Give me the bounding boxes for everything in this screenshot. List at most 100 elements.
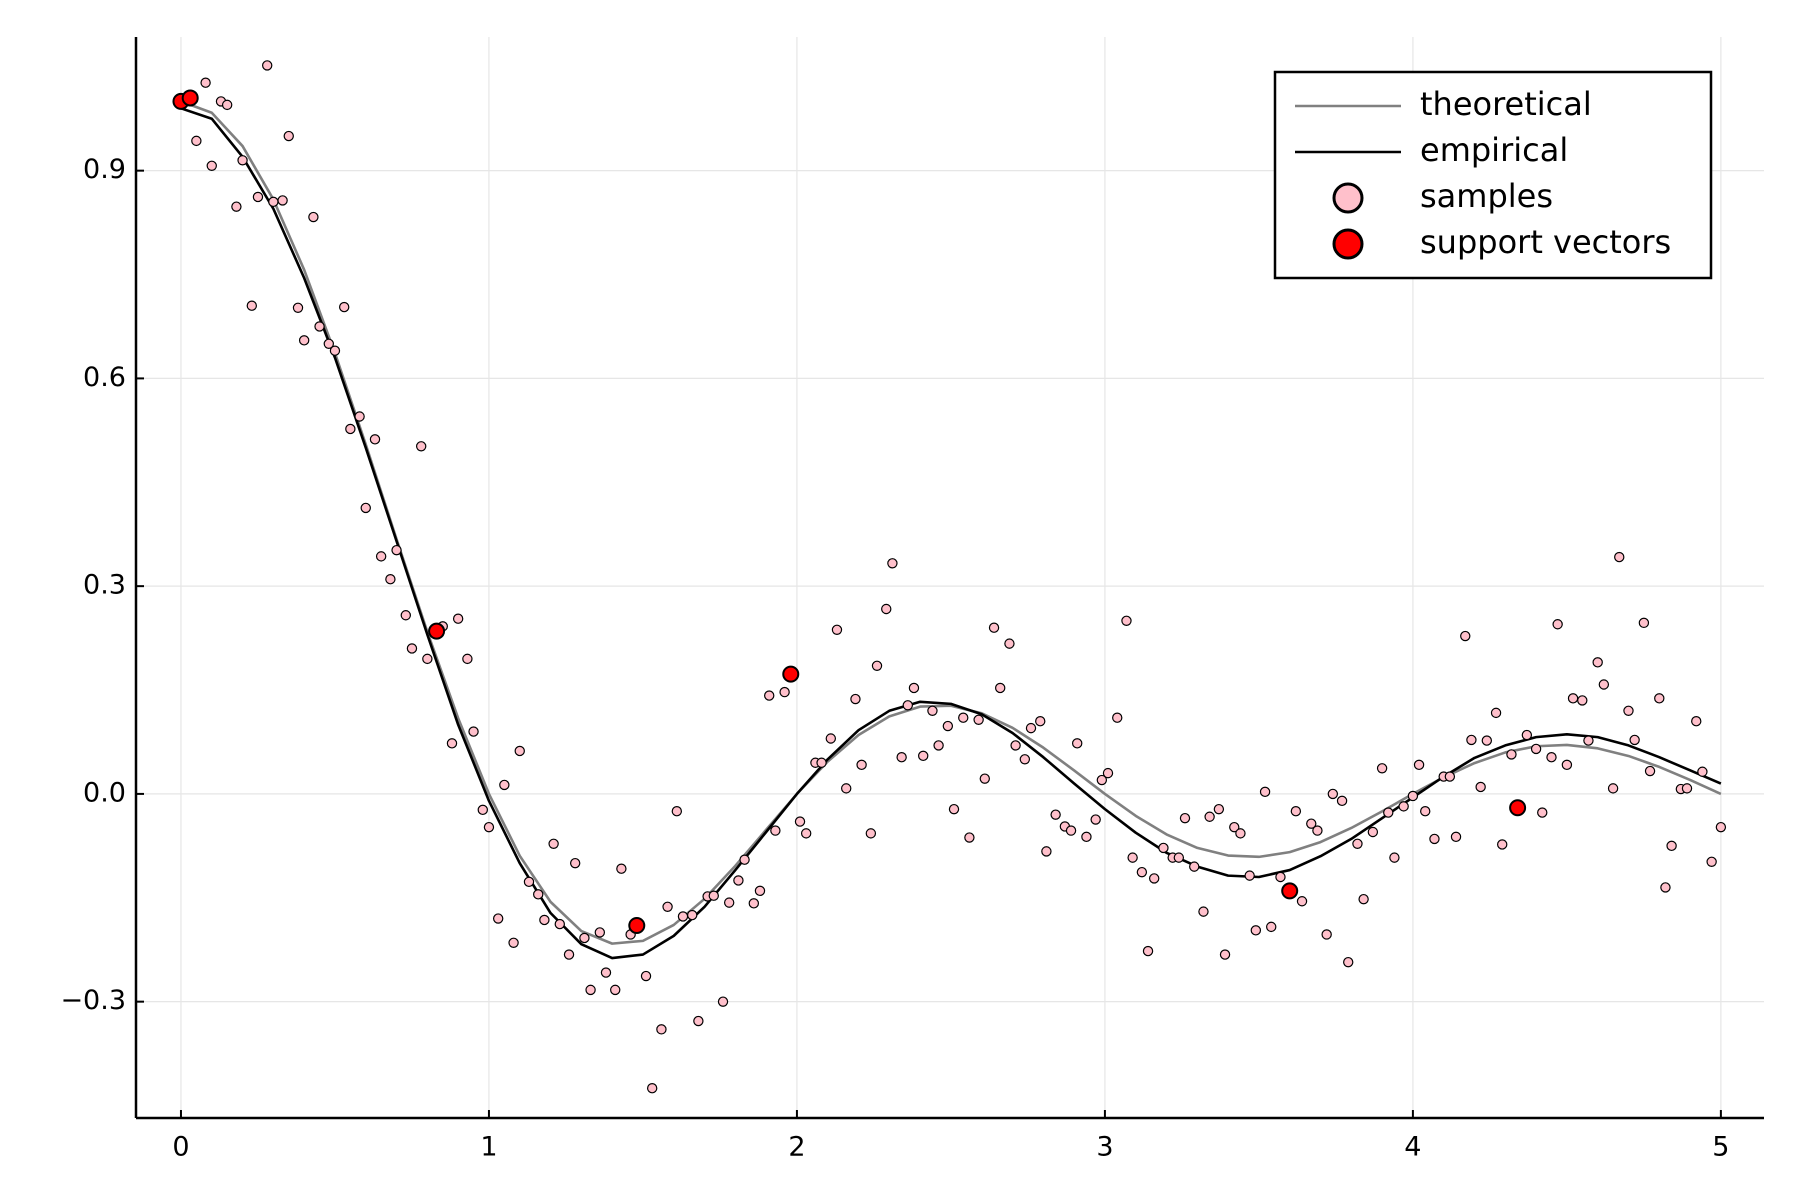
scatter-point [345, 423, 356, 435]
scatter-point [1179, 812, 1191, 824]
scatter-point [1552, 619, 1563, 630]
scatter-point [1592, 657, 1603, 668]
scatter-point [1121, 615, 1132, 626]
scatter-point [933, 740, 944, 751]
scatter-point [887, 558, 898, 569]
scatter-point [1050, 809, 1061, 820]
x-tick-label: 2 [788, 1132, 805, 1163]
scatter-point [1081, 831, 1092, 843]
scatter-point [283, 130, 294, 142]
scatter-point [1398, 801, 1409, 812]
scatter-point [563, 949, 575, 960]
scatter-point [908, 682, 920, 694]
scatter-point [1530, 743, 1542, 755]
scatter-point [1413, 759, 1425, 771]
scatter-point [973, 714, 984, 726]
scatter-point [1090, 814, 1101, 825]
scatter-point [1035, 715, 1046, 727]
scatter-point [1244, 870, 1255, 881]
scatter-point [569, 857, 581, 869]
scatter-point [1697, 766, 1708, 777]
scatter-point [1567, 693, 1579, 704]
scatter-point [492, 913, 504, 924]
legend: theoretical empirical samples support vecto… [1273, 70, 1713, 280]
scatter-point [1219, 949, 1231, 960]
scatter-point [252, 191, 264, 203]
scatter-point [1281, 882, 1299, 900]
scatter-point [779, 686, 790, 698]
scatter-point [508, 937, 519, 948]
scatter-point [616, 863, 627, 874]
scatter-point [881, 603, 892, 615]
scatter-point [298, 335, 310, 346]
scatter-point [693, 1015, 704, 1027]
scatter-point [1343, 956, 1354, 968]
scatter-point [1173, 852, 1185, 863]
scatter-point [415, 441, 427, 452]
scatter-point [308, 211, 319, 223]
scatter-point [687, 909, 698, 921]
scatter-point [181, 89, 199, 107]
scatter-point [708, 890, 719, 901]
legend-label: support vectors [1420, 223, 1671, 261]
scatter-point [717, 996, 729, 1007]
scatter-point [446, 738, 458, 749]
scatter-point [1681, 783, 1693, 794]
scatter-point [896, 752, 907, 763]
scatter-point [1654, 693, 1665, 704]
scatter-point [1407, 790, 1419, 802]
scatter-point [948, 803, 960, 815]
scatter-point [739, 854, 750, 865]
scatter-point [1691, 715, 1702, 727]
scatter-point [1204, 811, 1215, 822]
scatter-point [754, 885, 766, 897]
scatter-point [942, 720, 954, 732]
scatter-point [514, 745, 525, 757]
scatter-point [1706, 856, 1717, 867]
scatter-point [1509, 799, 1527, 817]
scatter-point [871, 660, 883, 671]
scatter-point [1019, 754, 1031, 765]
scatter-point [1127, 852, 1138, 863]
scatter-point [964, 832, 975, 843]
scatter-point [391, 544, 402, 556]
scatter-point [1250, 925, 1262, 936]
scatter-point [1004, 638, 1015, 649]
scatter-point [523, 876, 535, 888]
scatter-point [1158, 842, 1169, 854]
scatter-point [1266, 921, 1277, 933]
scatter-point [1546, 752, 1557, 763]
scatter-point [995, 682, 1006, 694]
scatter-point [600, 967, 612, 978]
line-series [180, 107, 1722, 960]
scatter-point [1142, 945, 1154, 957]
scatter-point [338, 301, 350, 313]
scatter-point [1715, 821, 1727, 833]
scatter-point [1275, 871, 1286, 883]
scatter-point [206, 160, 217, 172]
scatter-point [1235, 828, 1246, 839]
scatter-point [1460, 630, 1471, 642]
scatter-point [841, 783, 852, 794]
scatter-point [816, 757, 827, 768]
scatter-point [1638, 617, 1650, 629]
scatter-point [452, 613, 464, 624]
scatter-point [1148, 873, 1160, 884]
y-tick-label: 0.6 [83, 362, 126, 393]
scatter-point [369, 434, 381, 445]
scatter-point [533, 889, 544, 900]
scatter-point [1071, 738, 1083, 749]
scatter-point [770, 825, 781, 836]
scatter-point [1102, 767, 1114, 779]
scatter-point [400, 610, 411, 621]
scatter-point [782, 665, 800, 683]
scatter-point [1521, 729, 1533, 741]
scatter-point [1644, 765, 1656, 777]
scatter-point [656, 1024, 667, 1035]
scatter-point [1259, 786, 1271, 798]
scatter-point [468, 726, 479, 737]
scatter-point [406, 643, 418, 654]
scatter-point [1065, 825, 1077, 836]
plot-area [172, 60, 1727, 1094]
